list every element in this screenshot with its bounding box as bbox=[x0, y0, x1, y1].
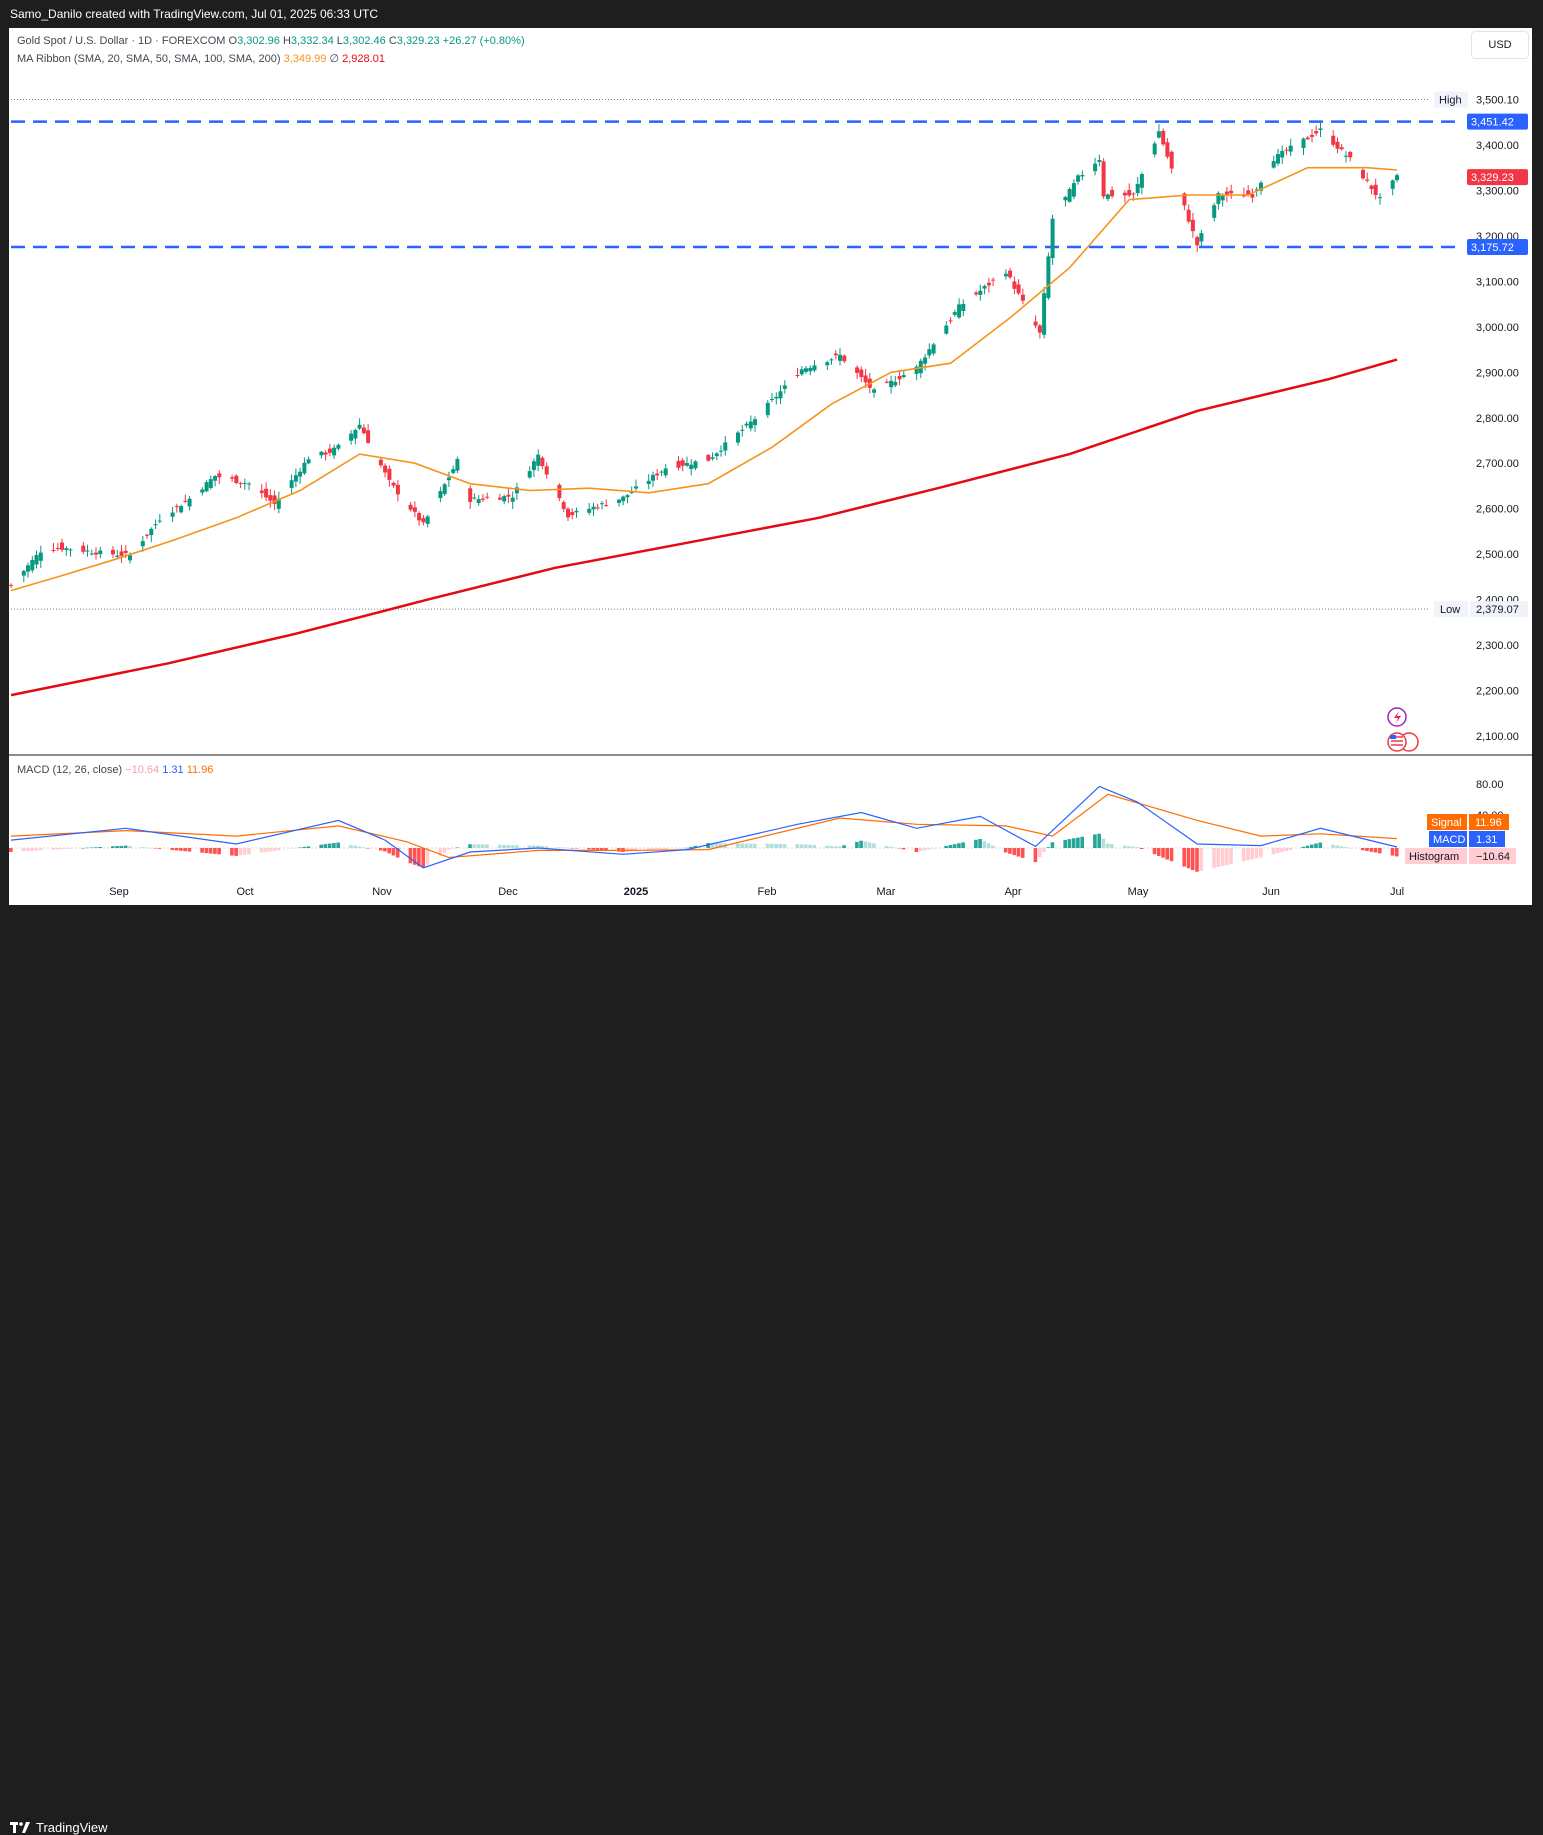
macd-signal-value: 11.96 bbox=[186, 764, 214, 776]
low-value: 3,302.46 bbox=[342, 35, 386, 47]
low-label: L bbox=[336, 35, 343, 47]
open-label: O bbox=[228, 35, 238, 47]
ma-ribbon-value-2: 2,928.01 bbox=[342, 53, 385, 65]
chart-frame[interactable] bbox=[9, 28, 1532, 905]
close-label: C bbox=[388, 35, 397, 47]
symbol-title[interactable]: Gold Spot / U.S. Dollar · 1D · FOREXCOM bbox=[17, 35, 226, 47]
open-value: 3,302.96 bbox=[237, 35, 280, 47]
macd-value: 1.31 bbox=[162, 764, 184, 776]
high-label: H bbox=[282, 35, 291, 47]
ma-ribbon-sep: ∅ bbox=[329, 53, 340, 65]
close-value: 3,329.23 bbox=[396, 35, 440, 47]
ma-ribbon-value-1: 3,349.99 bbox=[283, 53, 327, 65]
tradingview-logo[interactable]: TradingView bbox=[10, 1820, 108, 1835]
tradingview-icon bbox=[10, 1821, 30, 1833]
macd-label: MACD (12, 26, close) bbox=[17, 764, 123, 776]
macd-hist-value: −10.64 bbox=[125, 764, 160, 776]
high-value: 3,332.34 bbox=[290, 35, 334, 47]
ma-ribbon-label: MA Ribbon (SMA, 20, SMA, 50, SMA, 100, S… bbox=[17, 53, 281, 65]
ma-ribbon-legend[interactable]: MA Ribbon (SMA, 20, SMA, 50, SMA, 100, S… bbox=[17, 52, 385, 65]
symbol-header: Gold Spot / U.S. Dollar · 1D · FOREXCOM … bbox=[17, 35, 525, 47]
change-value: +26.27 (+0.80%) bbox=[442, 35, 525, 47]
credit-text: Samo_Danilo created with TradingView.com… bbox=[10, 7, 378, 21]
macd-legend[interactable]: MACD (12, 26, close) −10.64 1.31 11.96 bbox=[17, 764, 213, 776]
currency-button[interactable]: USD bbox=[1471, 31, 1529, 59]
top-bar: Samo_Danilo created with TradingView.com… bbox=[0, 0, 1543, 28]
bottom-bar: TradingView bbox=[0, 905, 1543, 1835]
brand-text: TradingView bbox=[36, 1820, 108, 1835]
